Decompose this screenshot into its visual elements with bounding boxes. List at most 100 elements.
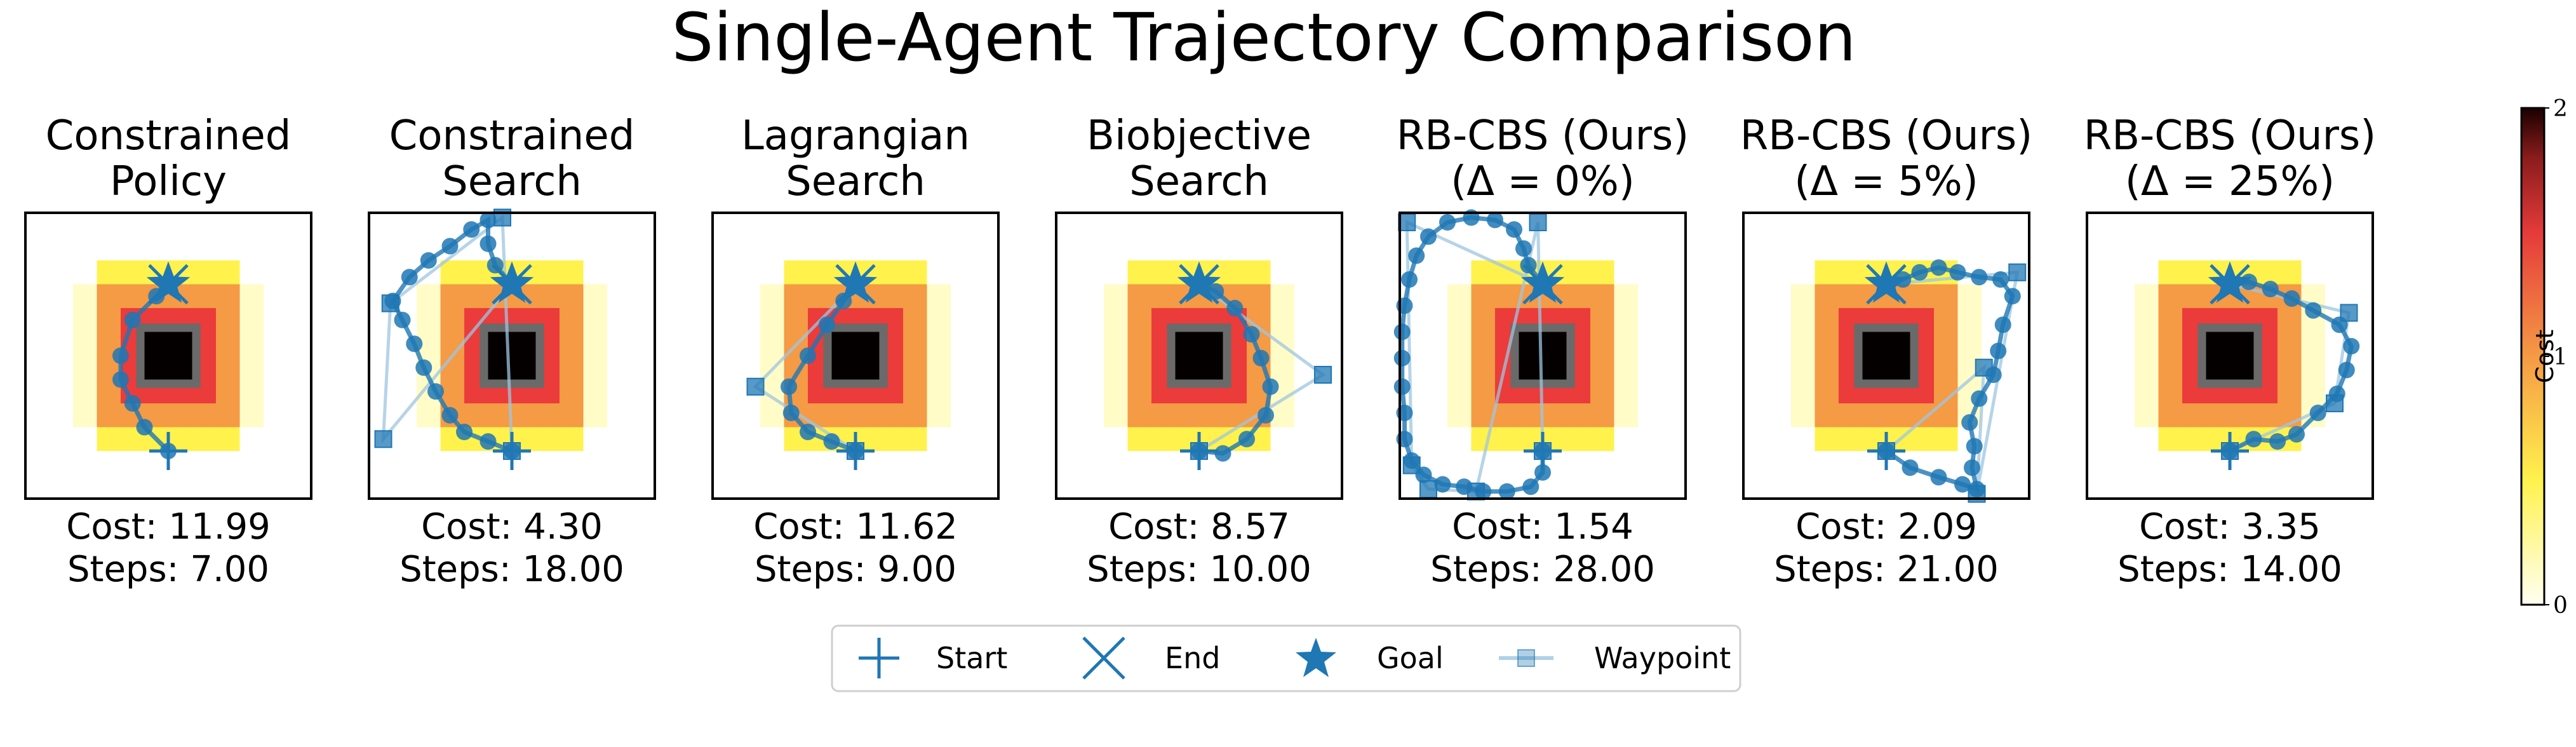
steps-value: Steps: 18.00 xyxy=(399,549,624,590)
trajectory-point xyxy=(480,235,497,252)
trajectory-point xyxy=(1252,349,1270,367)
trajectory-point xyxy=(1487,212,1503,229)
start-marker xyxy=(1867,432,1905,470)
panel-frame xyxy=(368,212,656,500)
trajectory-point xyxy=(456,424,473,440)
waypoint-marker xyxy=(1314,366,1332,384)
trajectory-point xyxy=(781,378,797,395)
trajectory-point xyxy=(1911,264,1928,281)
legend: Start End Goal Waypoint xyxy=(831,624,1741,692)
trajectory-point xyxy=(1902,459,1919,476)
steps-value: Steps: 7.00 xyxy=(67,549,269,590)
trajectory-point xyxy=(441,238,459,255)
obstacle xyxy=(488,332,536,380)
trajectory-point xyxy=(1415,466,1432,483)
panel-frame xyxy=(2086,212,2374,500)
colorbar-tick-0: 0 xyxy=(2553,593,2568,619)
trajectory-point xyxy=(2245,431,2262,448)
trajectory-point xyxy=(1420,228,1437,245)
start-marker xyxy=(1180,432,1218,470)
trajectory-point xyxy=(394,311,411,328)
trajectory-point xyxy=(1954,476,1971,493)
legend-waypoint-marker xyxy=(1499,649,1553,667)
colorbar-tick-1: 1 xyxy=(2553,344,2568,370)
steps-value: Steps: 21.00 xyxy=(1774,549,1999,590)
trajectory-point xyxy=(1439,214,1456,231)
trajectory-point xyxy=(441,407,459,424)
waypoint-marker xyxy=(1419,480,1437,498)
waypoint-marker xyxy=(1398,213,1416,231)
trajectory-point xyxy=(427,383,444,400)
trajectory-point xyxy=(1401,271,1418,288)
trajectory-point xyxy=(463,221,480,238)
trajectory-point xyxy=(1214,445,1231,462)
trajectory-point xyxy=(1226,300,1244,316)
panel-frame xyxy=(24,212,312,500)
panel-title: Search xyxy=(1129,158,1269,205)
trajectory-point xyxy=(1408,247,1425,264)
trajectory-point xyxy=(2004,288,2021,305)
trajectory-point xyxy=(823,433,840,450)
trajectory-point xyxy=(1930,469,1947,486)
legend-start-marker xyxy=(859,638,899,678)
trajectory-point xyxy=(1994,316,2011,333)
goal-marker xyxy=(1520,261,1565,303)
trajectory-point xyxy=(1393,378,1411,395)
trajectory-point xyxy=(2283,290,2300,307)
start-marker xyxy=(493,432,531,470)
trajectory-point xyxy=(2331,316,2348,333)
trajectory-point xyxy=(420,252,437,269)
trajectory-point xyxy=(112,371,129,388)
trajectory-point xyxy=(1403,452,1420,469)
obstacle xyxy=(2206,332,2254,380)
trajectory-point xyxy=(2343,338,2360,354)
goal-marker xyxy=(1864,261,1909,303)
trajectory-point xyxy=(2262,281,2279,297)
trajectory-point xyxy=(2328,386,2345,402)
trajectory-point xyxy=(1968,481,1985,497)
trajectory-point xyxy=(2305,302,2322,319)
start-marker xyxy=(836,432,875,470)
trajectory-point xyxy=(480,433,497,450)
goal-marker xyxy=(2208,261,2252,303)
panel-title: RB-CBS (Ours) xyxy=(2084,112,2376,159)
panel-title: Search xyxy=(442,158,582,205)
trajectory-point xyxy=(1515,240,1532,257)
steps-value: Steps: 14.00 xyxy=(2117,549,2342,590)
trajectory-point xyxy=(1964,459,1980,476)
cost-value: Cost: 11.99 xyxy=(66,506,270,548)
trajectory-point xyxy=(1456,478,1473,495)
trajectory-point xyxy=(800,424,816,440)
trajectory-point xyxy=(1258,407,1274,424)
trajectory-point xyxy=(486,257,504,274)
trajectory-point xyxy=(1949,264,1966,281)
trajectory-point xyxy=(1506,221,1522,238)
panel-title: Lagrangian xyxy=(741,112,970,159)
legend-start-label: Start xyxy=(936,641,1007,675)
panel-frame xyxy=(1399,212,1687,500)
colorbar-label: Cost xyxy=(2531,330,2559,383)
waypoint-marker xyxy=(746,377,765,396)
steps-value: Steps: 28.00 xyxy=(1430,549,1655,590)
obstacle xyxy=(1862,332,1910,380)
trajectory-point xyxy=(819,316,835,333)
trajectory-point xyxy=(1243,326,1260,343)
panel-frame xyxy=(1055,212,1343,500)
trajectory-point xyxy=(1961,414,1978,431)
trajectory-point xyxy=(1966,438,1983,455)
cost-value: Cost: 1.54 xyxy=(1452,506,1633,548)
trajectory-point xyxy=(1930,259,1947,276)
waypoint-marker xyxy=(2008,263,2027,281)
trajectory-point xyxy=(124,311,141,328)
trajectory-point xyxy=(2288,426,2305,443)
trajectory-point xyxy=(1985,367,2002,383)
legend-frame xyxy=(831,624,1741,692)
trajectory-point xyxy=(384,292,401,309)
trajectory-point xyxy=(1393,349,1411,367)
waypoint-marker xyxy=(1529,213,1547,231)
